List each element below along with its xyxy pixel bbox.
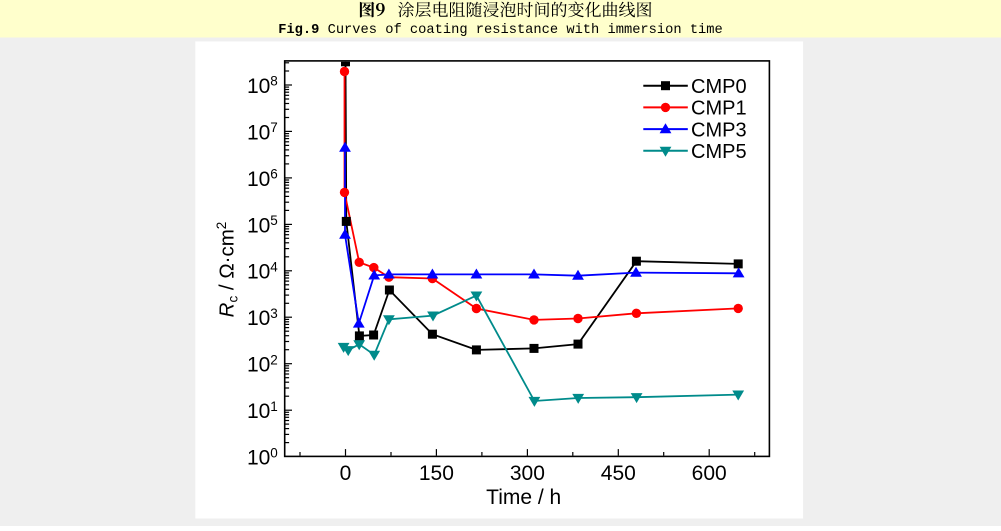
svg-text:10: 10 [247,354,270,377]
svg-text:8: 8 [270,74,278,89]
svg-text:10: 10 [247,400,270,423]
svg-text:10: 10 [247,168,270,191]
svg-text:CMP3: CMP3 [691,119,747,141]
svg-text:3: 3 [270,306,278,321]
svg-text:10: 10 [247,261,270,284]
svg-text:10: 10 [247,214,270,237]
svg-text:Rc / Ω·cm2: Rc / Ω·cm2 [214,222,241,318]
svg-text:1: 1 [270,399,278,414]
svg-text:10: 10 [247,121,270,144]
svg-text:4: 4 [270,260,278,275]
svg-text:7: 7 [270,120,278,135]
svg-text:Fig.9 Curves of coating resist: Fig.9 Curves of coating resistance with … [278,22,723,38]
svg-text:0: 0 [270,445,278,460]
svg-text:CMP5: CMP5 [691,141,747,163]
svg-text:2: 2 [270,352,278,367]
svg-text:5: 5 [270,213,278,228]
svg-text:600: 600 [692,462,727,485]
svg-text:0: 0 [340,462,352,485]
svg-text:CMP1: CMP1 [691,98,747,120]
svg-text:Time / h: Time / h [486,486,561,509]
svg-text:10: 10 [247,447,270,470]
svg-text:450: 450 [601,462,636,485]
svg-text:10: 10 [247,75,270,98]
svg-text:150: 150 [419,462,454,485]
svg-text:CMP0: CMP0 [691,76,747,98]
svg-text:6: 6 [270,167,278,182]
svg-text:300: 300 [510,462,545,485]
svg-text:10: 10 [247,307,270,330]
